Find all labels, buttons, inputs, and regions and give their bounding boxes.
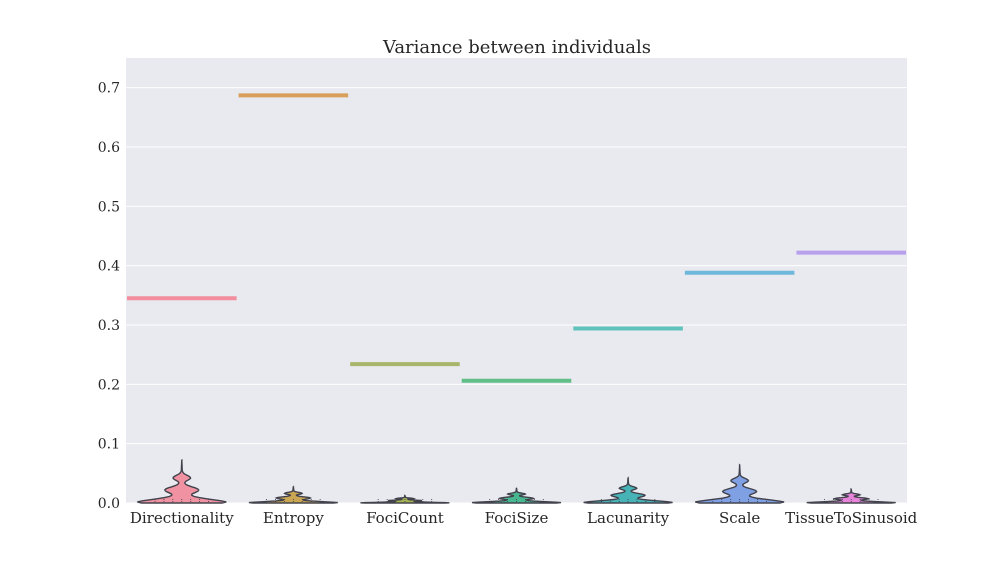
violin-lacunarity	[583, 476, 673, 504]
y-tick-label: 0.4	[98, 259, 120, 275]
y-tick-label: 0.6	[98, 140, 120, 156]
violins	[137, 459, 896, 504]
x-category-label: Scale	[719, 509, 760, 527]
x-category-label: TissueToSinusoid	[785, 509, 918, 527]
y-axis-ticks: 0.0 0.1 0.2 0.3 0.4 0.5 0.6 0.7	[98, 81, 120, 512]
violin-tissuetosinusoid	[806, 488, 896, 504]
x-category-label: FociSize	[485, 509, 549, 527]
plot-background	[126, 58, 907, 503]
x-category-label: Directionality	[130, 509, 234, 527]
chart-title: Variance between individuals	[382, 37, 651, 58]
y-tick-label: 0.7	[98, 81, 120, 97]
y-tick-label: 0.3	[98, 318, 120, 334]
y-tick-label: 0.2	[98, 377, 120, 393]
x-category-label: Entropy	[263, 509, 324, 527]
reference-lines	[127, 93, 906, 383]
y-tick-label: 0.1	[98, 437, 120, 453]
gridlines	[126, 87, 907, 504]
violin-directionality	[137, 459, 227, 504]
violin-entropy	[248, 485, 338, 504]
y-tick-label: 0.0	[98, 496, 120, 512]
x-category-label: Lacunarity	[587, 509, 670, 527]
x-category-label: FociCount	[366, 509, 444, 527]
violin-scale	[695, 463, 785, 504]
x-axis-categories: Directionality Entropy FociCount FociSize La…	[130, 509, 918, 527]
violin-focisize	[471, 487, 562, 504]
y-tick-label: 0.5	[98, 199, 120, 215]
